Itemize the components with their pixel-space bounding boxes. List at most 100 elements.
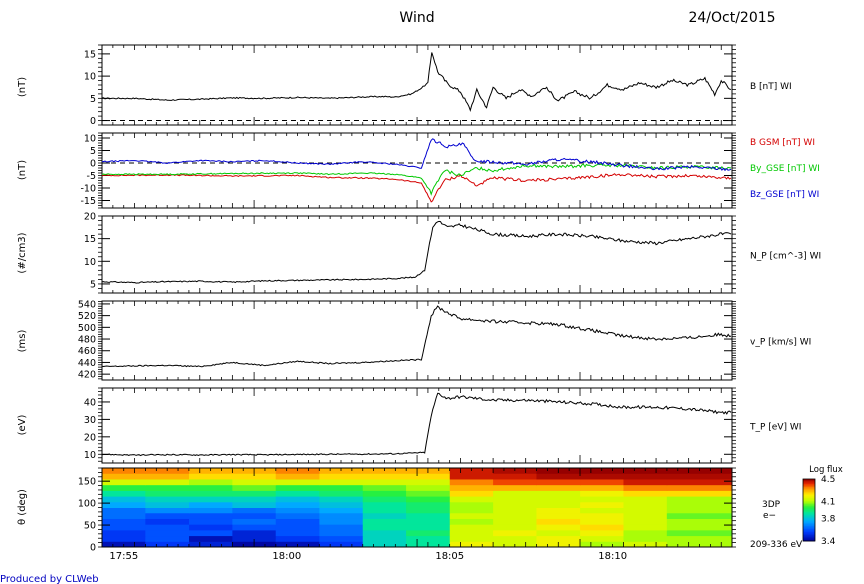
y-tick-label: 50 [84,521,96,532]
y-tick-label: 150 [78,477,96,488]
x-tick-label: 18:10 [598,551,627,562]
y-tick-label: 15 [84,49,96,60]
heatmap-cell [623,496,668,503]
y-tick-label: 30 [84,415,96,426]
heatmap-cell [666,507,733,514]
colorbar-swatch [803,522,815,525]
series-line [101,220,732,284]
series-line [101,163,732,196]
heatmap-cell [493,484,537,491]
colorbar-swatch [803,499,815,502]
heatmap-cell [493,529,537,537]
colorbar-swatch [803,513,815,516]
heatmap-cell [362,484,407,491]
heatmap-cell [536,535,581,542]
heatmap-cell [189,535,233,542]
series-line [101,52,732,112]
heatmap-cell [102,473,146,480]
series-line [101,305,732,368]
heatmap-cell [319,496,364,503]
x-tick-label: 17:55 [109,551,138,562]
series-line [101,173,732,203]
heatmap-cell [232,496,277,503]
heatmap-cell [362,524,407,531]
series-label: By_GSE [nT] WI [750,164,820,174]
colorbar-swatch [803,497,815,500]
colorbar-swatch [803,534,815,537]
heatmap-cell [319,473,364,480]
heatmap-cell [232,535,277,542]
series-label: Bz_GSE [nT] WI [750,190,819,200]
heatmap-cell [232,473,277,480]
x-tick-label: 18:05 [435,551,464,562]
colorbar-swatch [803,492,815,495]
heatmap-cell [102,518,146,525]
y-tick-label: 420 [78,370,96,381]
heatmap-cell [189,501,233,508]
colorbar-swatch [803,530,815,533]
colorbar-swatch [803,486,815,489]
y-tick-label: 15 [84,234,96,245]
heatmap-cell [406,473,451,480]
colorbar-swatch [803,511,815,514]
heatmap-cell [493,473,537,480]
heatmap-cell [145,507,190,514]
y-axis-label: (nT) [17,160,28,180]
heatmap-cell [406,478,451,486]
heatmap-cell [666,490,733,497]
panel-b-gsm: -15-10 -50 510 (nT) B GSM [nT] WI By_GSE [nT]… [17,132,820,209]
heatmap-cell [623,473,668,480]
heatmap-cell [102,512,146,519]
panel-b-total: 0 5 10 15 (nT) B [nT] WI [17,44,792,127]
heatmap-cell [449,535,494,542]
heatmap-cell [493,496,537,503]
heatmap-cell [449,473,494,480]
heatmap-cell [232,507,277,514]
heatmap-cell [666,518,733,525]
colorbar-swatch [803,528,815,531]
heatmap-cell [623,490,668,497]
colorbar-frame [802,478,816,542]
heatmap-cell [232,518,277,525]
heatmap-cell [102,496,146,503]
heatmap-cell [623,512,668,519]
colorbar-swatch [803,503,815,506]
colorbar-swatch [803,506,815,509]
heatmap-cell [536,501,581,508]
energy-range-label: 209-336 eV [750,540,803,550]
colorbar-tick-label: 4.1 [821,498,835,508]
colorbar-swatch [803,516,815,519]
panel-density: 5 10 15 20 (#/cm3) N_P [cm^-3] WI [17,212,821,294]
heatmap-cell [102,529,146,537]
series-line [102,138,732,172]
heatmap-cell [493,524,537,531]
heatmap-cell [406,529,451,537]
colorbar-swatch [803,494,815,497]
heatmap-cell [275,496,320,503]
heatmap-cell [275,518,320,525]
y-tick-label: 5 [90,279,96,290]
species-label: e− [763,511,776,521]
heatmap-cell [232,512,277,519]
heatmap-cell [189,478,233,486]
heatmap-cell [362,529,407,537]
colorbar-swatch [803,520,815,523]
colorbar-swatch [803,517,815,520]
colorbar-swatch [803,531,815,534]
heatmap-cell [623,535,668,542]
heatmap-cell [580,484,624,491]
heatmap-cell [145,501,190,508]
heatmap-cell [580,535,624,542]
heatmap-cell [536,529,581,537]
heatmap-cell [449,518,494,525]
heatmap-cell [362,518,407,525]
heatmap-cell [319,518,364,525]
heatmap-cell [145,496,190,503]
panel-temperature: 10 20 30 40 (eV) T_P [eV] WI [17,387,801,464]
y-tick-label: 10 [84,72,96,83]
heatmap-cell [189,490,233,497]
series-line [101,392,732,457]
heatmap-cell [536,496,581,503]
